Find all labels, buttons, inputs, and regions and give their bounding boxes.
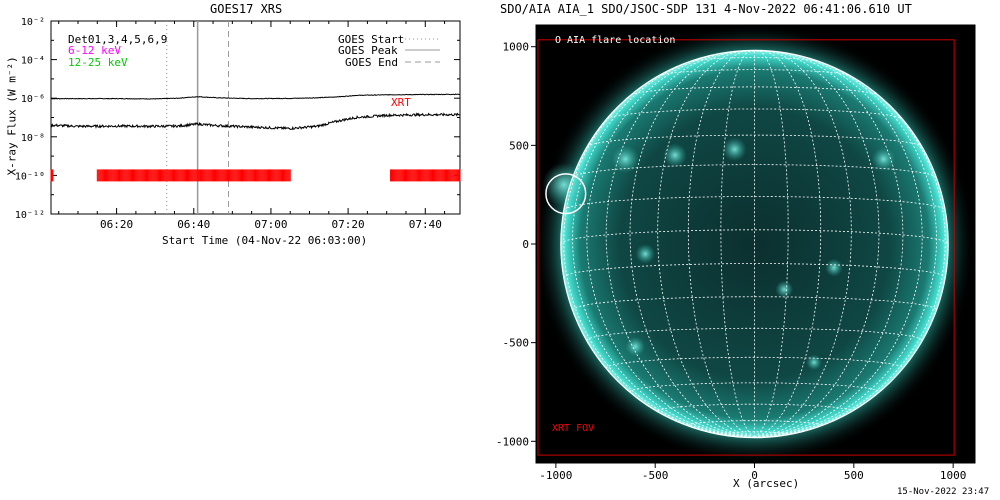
- grid-latitude-line: [563, 196, 946, 211]
- solar-limb: [560, 49, 949, 439]
- aia-xlabel: X (arcsec): [733, 477, 800, 490]
- grid-longitude-line: [754, 51, 904, 438]
- grid-longitude-line: [563, 66, 755, 438]
- grid-latitude-line: [572, 164, 937, 178]
- grid-longitude-line: [657, 50, 755, 438]
- grid-latitude-line: [689, 57, 820, 62]
- active-region: [625, 336, 646, 357]
- aia-y-tick-label: 1000: [503, 41, 530, 54]
- grid-longitude-line: [586, 51, 755, 438]
- goes-xlabel: Start Time (04-Nov-22 06:03:00): [162, 234, 368, 247]
- active-region: [806, 354, 823, 371]
- grid-longitude-line: [754, 50, 852, 438]
- active-region: [663, 143, 687, 168]
- aia-y-tick-label: -500: [503, 337, 530, 350]
- active-region: [871, 147, 896, 172]
- aia-x-tick-label: -1000: [539, 469, 572, 482]
- y-tick-label: 10⁻⁸: [21, 133, 45, 144]
- goes-band1-label: 6-12 keV: [68, 44, 121, 57]
- goes-xrs-chart: 10⁻¹² 10⁻¹⁰ 10⁻⁸ 10⁻⁶ 10⁻⁴ 10⁻² 06:20 06:40 07:0…: [15, 17, 461, 231]
- active-region: [722, 137, 747, 162]
- y-tick-label: 10⁻²: [21, 17, 45, 28]
- goes-series-1: [51, 93, 461, 100]
- x-tick-label: 06:20: [100, 218, 133, 231]
- grid-latitude-line: [586, 134, 923, 148]
- grid-longitude-line: [605, 51, 755, 438]
- aia-y-tick-label: 0: [522, 238, 529, 251]
- goes-series-2: [50, 112, 461, 131]
- grid-longitude-line: [629, 50, 755, 438]
- xrt-fov-label: XRT FOV: [552, 423, 595, 434]
- aia-x-tick-label: -500: [642, 469, 669, 482]
- goes-det-label: Det01,3,4,5,6,9: [68, 33, 168, 46]
- grid-latitude-line: [630, 86, 879, 96]
- active-region: [541, 162, 586, 207]
- goes-band2-label: 12-25 keV: [68, 56, 128, 69]
- grid-latitude-line: [687, 420, 822, 426]
- aia-y-tick-label: -1000: [496, 435, 529, 448]
- grid-longitude-line: [572, 55, 755, 438]
- grid-longitude-line: [754, 66, 946, 438]
- grid-longitude-line: [754, 50, 880, 438]
- xrt-curve-label: XRT: [391, 96, 411, 109]
- grid-longitude-line: [754, 55, 937, 438]
- flare-location-circle: [545, 173, 587, 215]
- x-tick-label: 06:40: [177, 218, 210, 231]
- grid-latitude-line: [658, 69, 851, 76]
- aia-title: SDO/AIA AIA_1 SDO/JSOC-SDP 131 4-Nov-202…: [500, 2, 912, 16]
- y-tick-label: 10⁻¹⁰: [15, 171, 45, 182]
- grid-longitude-line: [754, 51, 923, 438]
- legend-goes-peak: GOES Peak: [338, 44, 398, 57]
- grid-longitude-line: [687, 50, 755, 438]
- aia-y-tick-label: 500: [509, 139, 529, 152]
- legend-goes-end: GOES End: [345, 56, 398, 69]
- footer-timestamp: 15-Nov-2022 23:47: [897, 487, 990, 497]
- active-region: [635, 243, 656, 264]
- y-tick-label: 10⁻⁶: [21, 94, 45, 105]
- xrt-fov-box: [537, 39, 955, 456]
- x-tick-label: 07:20: [332, 218, 365, 231]
- x-tick-label: 07:40: [409, 218, 442, 231]
- aia-flare-location-label: O AIA flare location: [555, 35, 676, 46]
- active-region: [611, 145, 640, 174]
- aia-x-tick-label: 0: [751, 469, 758, 482]
- grid-longitude-line: [754, 50, 822, 438]
- active-region: [775, 280, 794, 299]
- y-tick-label: 10⁻¹²: [15, 210, 45, 221]
- aia-x-tick-label: 500: [844, 469, 864, 482]
- aia-x-tick-label: 1000: [940, 469, 967, 482]
- legend-goes-start: GOES Start: [338, 33, 405, 46]
- active-region: [825, 258, 843, 277]
- y-tick-label: 10⁻⁴: [21, 56, 45, 67]
- goes-chart-title: GOES17 XRS: [210, 2, 283, 16]
- x-tick-label: 07:00: [254, 218, 287, 231]
